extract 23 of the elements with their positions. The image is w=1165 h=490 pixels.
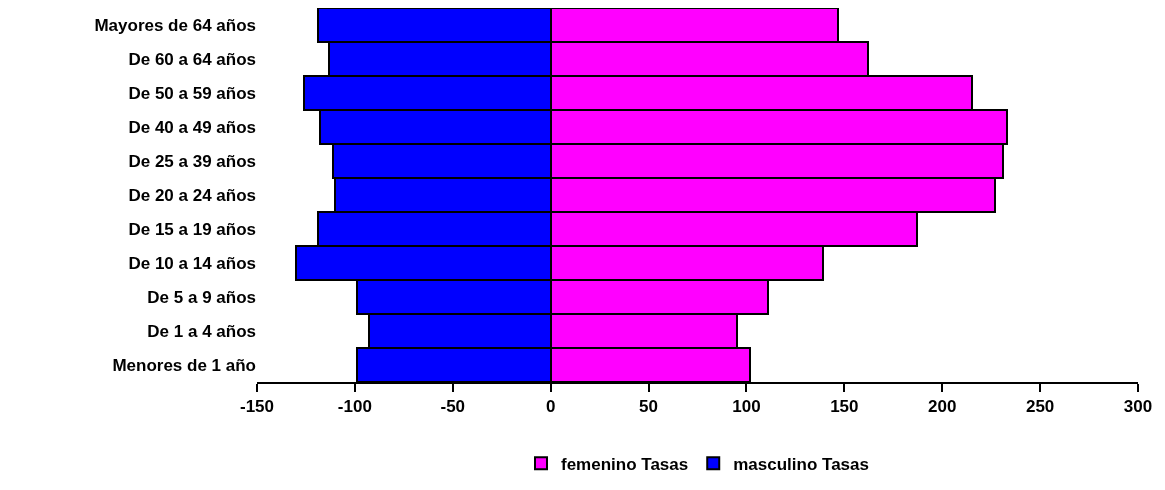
x-tick-label: -150 xyxy=(239,397,275,417)
y-tick-label: De 1 a 4 años xyxy=(147,321,256,341)
legend-label: femenino Tasas xyxy=(561,454,689,474)
y-tick-label: De 25 a 39 años xyxy=(128,151,256,171)
x-tick-label: 100 xyxy=(732,397,761,417)
y-tick-label: De 20 a 24 años xyxy=(128,185,256,205)
x-tick-label: 300 xyxy=(1123,397,1153,417)
x-tick-label: 200 xyxy=(928,397,957,417)
x-tick-label: 50 xyxy=(639,397,659,417)
y-tick-label: De 60 a 64 años xyxy=(128,49,256,69)
x-tick-label: -50 xyxy=(440,397,466,417)
y-tick-label: De 5 a 9 años xyxy=(147,287,256,307)
x-tick-label: -100 xyxy=(337,397,372,417)
legend-label: masculino Tasas xyxy=(733,454,869,474)
y-tick-label: De 10 a 14 años xyxy=(128,253,256,273)
y-tick-label: Menores de 1 año xyxy=(112,355,256,375)
y-tick-label: De 15 a 19 años xyxy=(128,219,256,239)
x-tick-label: 0 xyxy=(545,397,556,417)
y-tick-label: De 50 a 59 años xyxy=(128,83,256,103)
y-tick-label: De 40 a 49 años xyxy=(128,117,256,137)
y-tick-label: Mayores de 64 años xyxy=(94,15,256,35)
x-tick-label: 150 xyxy=(830,397,859,417)
x-tick-label: 250 xyxy=(1025,397,1055,417)
